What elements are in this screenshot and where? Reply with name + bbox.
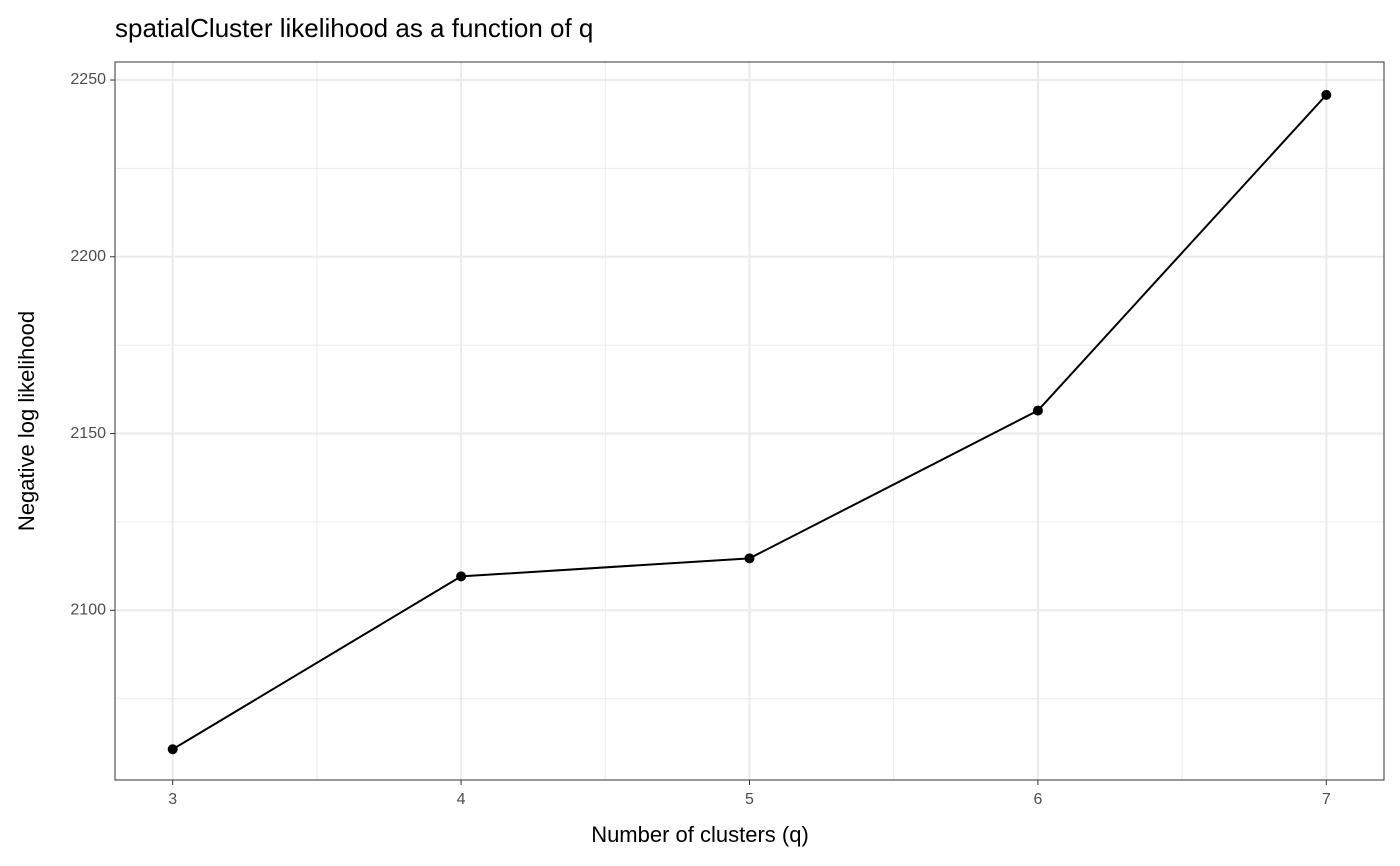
data-point [1032,405,1043,416]
y-tick-label: 2100 [70,602,106,619]
data-point [167,744,178,755]
y-tick-label: 2250 [70,71,106,88]
panel-border [114,61,1385,781]
chart-title: spatialCluster likelihood as a function … [115,13,593,43]
x-tick-label: 6 [1033,791,1042,808]
x-tick-label: 5 [745,791,754,808]
data-point [1321,89,1332,100]
x-tick-label: 3 [168,791,177,808]
data-point [744,553,755,564]
x-tick-label: 7 [1322,791,1331,808]
y-axis-label: Negative log likelihood [14,311,39,531]
data-point [456,571,467,582]
y-tick-label: 2150 [70,425,106,442]
x-axis-label: Number of clusters (q) [591,822,809,847]
x-tick-label: 4 [457,791,466,808]
y-tick-label: 2200 [70,248,106,265]
